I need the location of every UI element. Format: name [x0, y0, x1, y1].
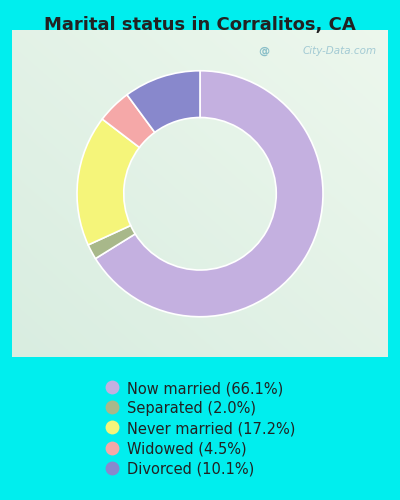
Wedge shape	[102, 94, 155, 148]
Legend: Now married (66.1%), Separated (2.0%), Never married (17.2%), Widowed (4.5%), Di: Now married (66.1%), Separated (2.0%), N…	[105, 381, 295, 476]
Wedge shape	[96, 70, 323, 317]
Text: City-Data.com: City-Data.com	[302, 46, 377, 56]
Text: Marital status in Corralitos, CA: Marital status in Corralitos, CA	[44, 16, 356, 34]
Wedge shape	[77, 119, 140, 245]
Text: @: @	[258, 46, 270, 56]
Wedge shape	[127, 70, 200, 132]
Wedge shape	[88, 226, 135, 258]
